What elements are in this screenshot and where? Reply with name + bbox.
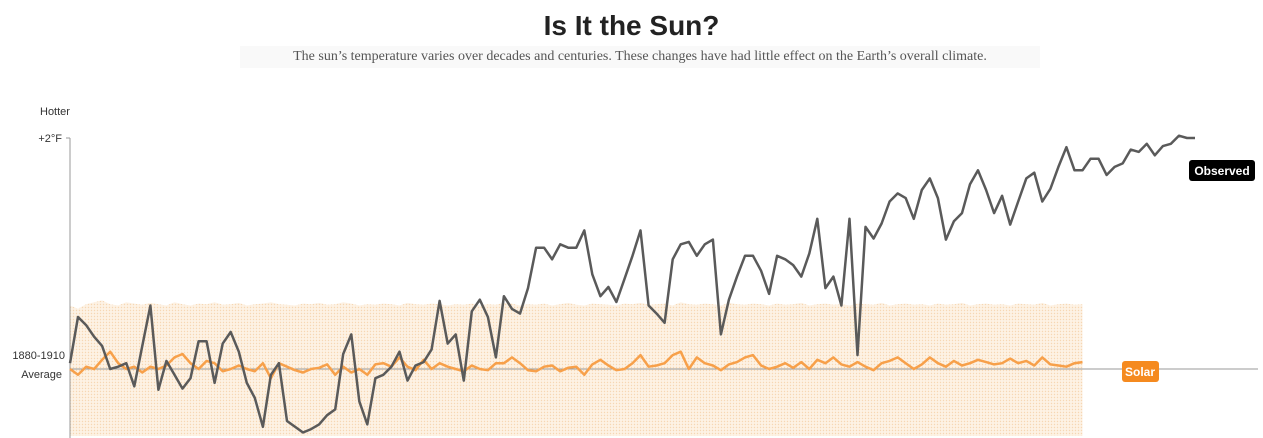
solar-label-bg: [1122, 361, 1159, 382]
observed-label-bg: [1189, 160, 1255, 181]
chart-title: Is It the Sun?: [543, 10, 720, 41]
solar-label-text: Solar: [1125, 365, 1155, 379]
series-line-observed: [68, 134, 1195, 434]
observed-label-text: Observed: [1194, 164, 1249, 178]
y-axis-header: Hotter: [40, 106, 70, 118]
observed-label: Observed: [1189, 160, 1255, 181]
series-line-solar: [69, 350, 1083, 380]
y-tick-label-baseline: 1880-1910: [12, 350, 65, 362]
chart-subtitle: The sun’s temperature varies over decade…: [240, 46, 1040, 68]
y-tick-label-baseline-2: Average: [21, 369, 62, 381]
solar-label: Solar: [1122, 361, 1159, 382]
y-tick-label-top: +2°F: [38, 133, 62, 145]
